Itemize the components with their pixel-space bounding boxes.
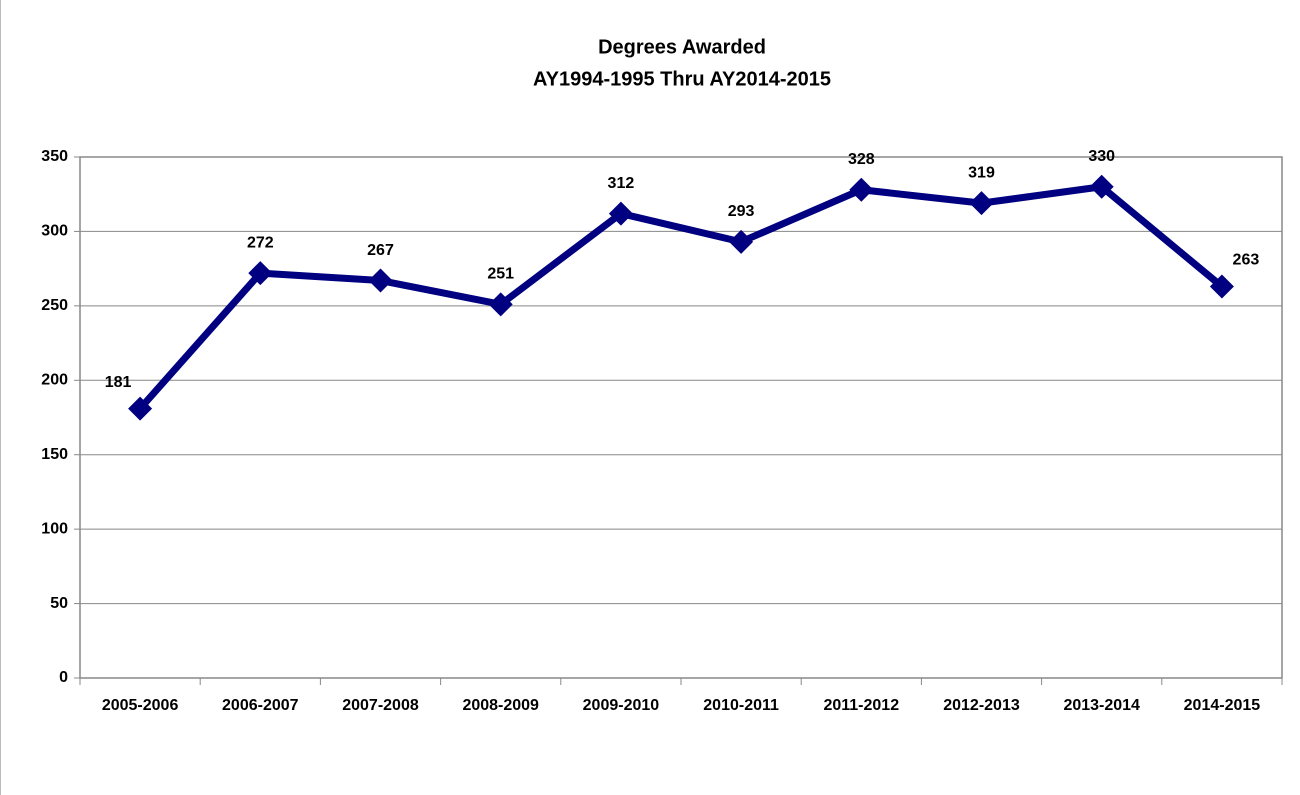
data-label: 312	[608, 175, 635, 192]
data-label: 263	[1233, 252, 1260, 269]
marker	[128, 396, 153, 421]
marker	[368, 268, 393, 293]
chart-title: Degrees Awarded	[598, 36, 766, 58]
y-tick-label: 50	[50, 595, 68, 612]
x-tick-label: 2014-2015	[1184, 697, 1261, 714]
x-tick-label: 2008-2009	[462, 697, 539, 714]
data-label: 330	[1088, 148, 1115, 165]
marker	[1089, 174, 1114, 199]
data-label: 251	[487, 266, 514, 283]
x-tick-label: 2013-2014	[1063, 697, 1140, 714]
y-tick-label: 0	[59, 669, 68, 686]
x-tick-label: 2012-2013	[943, 697, 1020, 714]
data-label: 293	[728, 203, 755, 220]
y-tick-label: 100	[41, 520, 68, 537]
chart-subtitle: AY1994-1995 Thru AY2014-2015	[533, 68, 831, 90]
marker	[248, 261, 273, 286]
x-tick-label: 2011-2012	[823, 697, 899, 714]
marker	[729, 229, 754, 254]
data-label: 181	[105, 374, 132, 391]
x-tick-label: 2006-2007	[222, 697, 299, 714]
x-tick-label: 2005-2006	[102, 697, 179, 714]
data-label: 267	[367, 242, 394, 259]
line	[137, 183, 1225, 411]
marker	[1209, 274, 1234, 299]
marker	[849, 177, 874, 202]
marker	[488, 292, 513, 317]
x-tick-label: 2007-2008	[342, 697, 419, 714]
data-label: 319	[968, 164, 995, 181]
y-tick-label: 200	[41, 372, 68, 389]
marker	[608, 201, 633, 226]
data-label: 272	[247, 234, 274, 251]
x-tick-label: 2009-2010	[583, 697, 660, 714]
y-tick-label: 150	[41, 446, 68, 463]
y-tick-label: 300	[41, 223, 68, 240]
marker	[969, 191, 994, 216]
y-tick-label: 350	[41, 148, 68, 165]
y-tick-label: 250	[41, 297, 68, 314]
x-tick-label: 2010-2011	[703, 697, 779, 714]
data-label: 328	[848, 151, 875, 168]
